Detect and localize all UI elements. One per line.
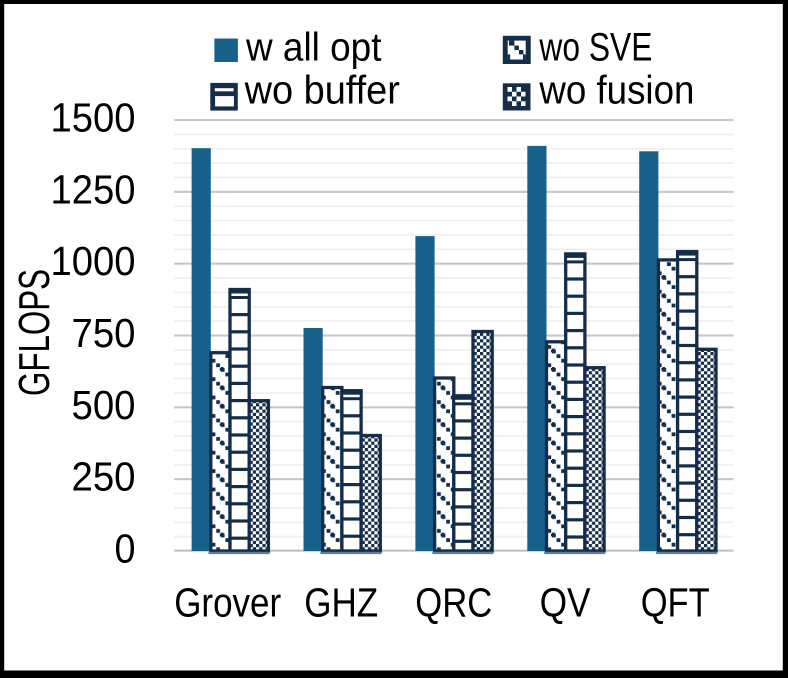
svg-text:Grover: Grover: [174, 580, 281, 626]
svg-text:GHZ: GHZ: [304, 580, 378, 626]
svg-text:0: 0: [115, 526, 136, 572]
svg-text:1000: 1000: [51, 238, 136, 284]
svg-text:QRC: QRC: [415, 580, 492, 626]
svg-text:QV: QV: [540, 580, 592, 626]
svg-text:wo SVE: wo SVE: [539, 26, 653, 70]
svg-text:750: 750: [72, 310, 136, 356]
svg-text:wo fusion: wo fusion: [538, 68, 694, 112]
svg-text:1250: 1250: [51, 166, 136, 212]
svg-text:wo buffer: wo buffer: [244, 68, 400, 112]
svg-text:w all opt: w all opt: [245, 26, 381, 70]
svg-text:1500: 1500: [51, 95, 136, 141]
svg-text:QFT: QFT: [641, 580, 710, 626]
svg-text:GFLOPS: GFLOPS: [10, 269, 59, 396]
svg-text:250: 250: [72, 454, 136, 500]
svg-text:500: 500: [72, 382, 136, 428]
